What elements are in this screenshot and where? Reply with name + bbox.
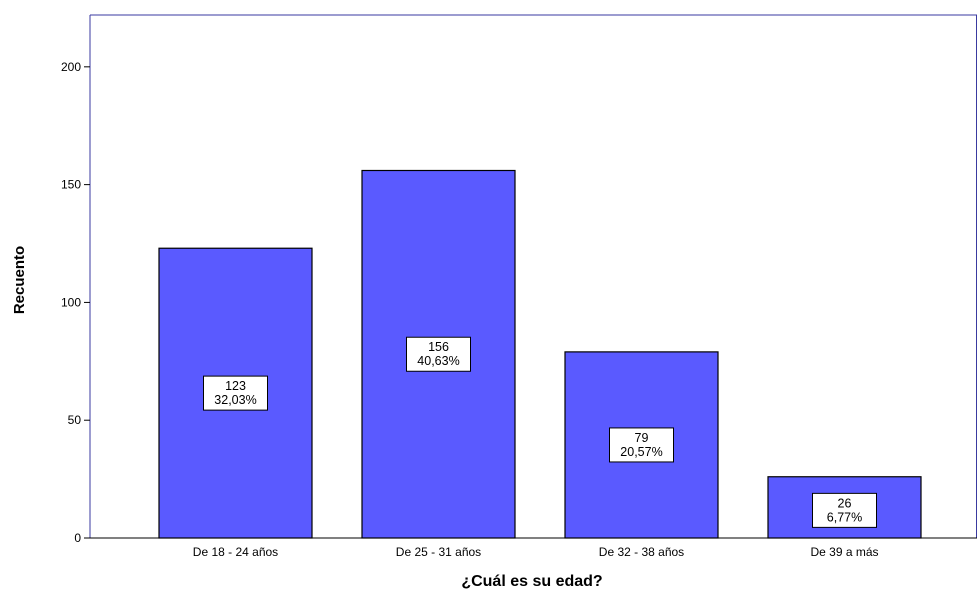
data-label-count: 26 — [838, 496, 852, 510]
data-label-percent: 6,77% — [827, 510, 862, 524]
data-label-percent: 20,57% — [620, 445, 662, 459]
x-tick-label: De 39 a más — [810, 545, 878, 559]
y-tick-label: 100 — [61, 295, 81, 309]
y-tick-label: 150 — [61, 178, 81, 192]
x-tick-label: De 32 - 38 años — [599, 545, 684, 559]
data-label-box — [609, 427, 674, 463]
data-label-box — [203, 375, 268, 411]
y-tick-label: 50 — [68, 413, 82, 427]
data-label-count: 156 — [428, 340, 449, 354]
y-axis-title: Recuento — [11, 246, 28, 314]
data-label-box — [812, 492, 877, 528]
x-axis-title: ¿Cuál es su edad? — [461, 573, 602, 590]
data-label-count: 79 — [635, 431, 649, 445]
data-label-percent: 40,63% — [417, 354, 459, 368]
data-label-count: 123 — [225, 379, 246, 393]
x-tick-label: De 25 - 31 años — [396, 545, 481, 559]
data-label-box — [406, 336, 471, 372]
y-tick-label: 0 — [74, 531, 81, 545]
y-tick-label: 200 — [61, 60, 81, 74]
x-tick-label: De 18 - 24 años — [193, 545, 278, 559]
data-label-percent: 32,03% — [214, 393, 256, 407]
